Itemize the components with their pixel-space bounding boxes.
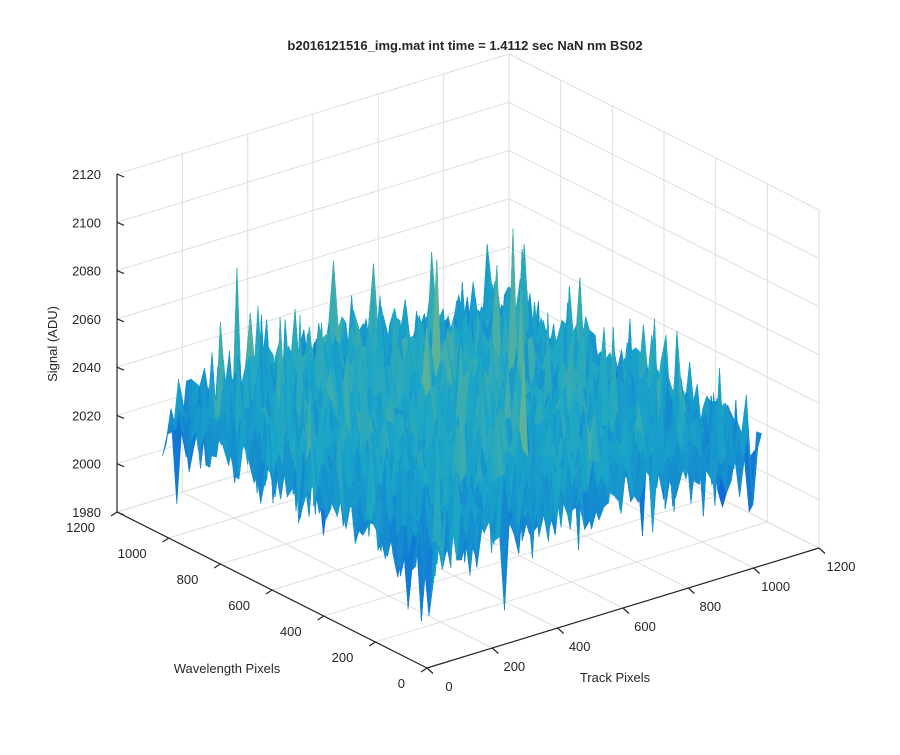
x-tick-mark bbox=[688, 588, 694, 594]
z-tick-mark bbox=[117, 464, 124, 467]
x-tick-label: 400 bbox=[569, 639, 591, 654]
z-tick-label: 2020 bbox=[72, 408, 101, 423]
z-tick-label: 2040 bbox=[72, 360, 101, 375]
y-tick-label: 600 bbox=[228, 598, 250, 613]
surface-mesh bbox=[163, 229, 762, 622]
z-tick-mark bbox=[117, 174, 124, 177]
x-tick-mark bbox=[623, 608, 629, 614]
z-tick-mark bbox=[117, 319, 124, 322]
y-tick-mark bbox=[369, 642, 375, 646]
x-tick-mark bbox=[558, 628, 564, 634]
y-tick-label: 200 bbox=[332, 650, 354, 665]
x-tick-label: 800 bbox=[699, 599, 721, 614]
z-tick-mark bbox=[117, 222, 124, 225]
y-tick-mark bbox=[266, 590, 272, 594]
x-tick-label: 1000 bbox=[761, 579, 790, 594]
y-tick-mark bbox=[318, 616, 324, 620]
x-tick-label: 600 bbox=[634, 619, 656, 634]
x-tick-label: 0 bbox=[445, 679, 452, 694]
y-tick-label: 0 bbox=[398, 676, 405, 691]
z-tick-label: 2080 bbox=[72, 264, 101, 279]
z-tick-mark bbox=[117, 512, 124, 515]
x-tick-label: 1200 bbox=[827, 559, 856, 574]
y-tick-mark bbox=[214, 564, 220, 568]
y-tick-label: 800 bbox=[177, 572, 199, 587]
y-tick-label: 400 bbox=[280, 624, 302, 639]
z-tick-mark bbox=[117, 367, 124, 370]
x-tick-mark bbox=[427, 668, 433, 674]
z-tick-label: 2100 bbox=[72, 215, 101, 230]
x-tick-labels: 0 200 400 600 800 1000 1200 bbox=[445, 559, 855, 694]
y-tick-mark bbox=[421, 668, 427, 672]
x-tick-mark bbox=[819, 548, 825, 554]
y-tick-mark bbox=[163, 538, 169, 542]
y-tick-mark bbox=[111, 512, 117, 516]
z-tick-labels: 1980 2000 2020 2040 2060 2080 2100 2120 bbox=[72, 167, 101, 520]
z-tick-label: 1980 bbox=[72, 505, 101, 520]
z-tick-mark bbox=[117, 271, 124, 274]
z-tick-label: 2120 bbox=[72, 167, 101, 182]
x-tick-label: 200 bbox=[503, 659, 525, 674]
x-tick-mark bbox=[754, 568, 760, 574]
x-tick-mark bbox=[492, 648, 498, 654]
z-tick-label: 2060 bbox=[72, 312, 101, 327]
z-tick-mark bbox=[117, 415, 124, 418]
y-tick-label: 1200 bbox=[66, 520, 95, 535]
z-tick-label: 2000 bbox=[72, 457, 101, 472]
y-tick-label: 1000 bbox=[118, 546, 147, 561]
chart-title: b2016121516_img.mat int time = 1.4112 se… bbox=[287, 38, 642, 53]
